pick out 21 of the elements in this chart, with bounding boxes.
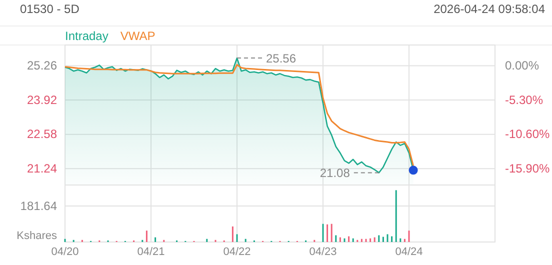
y2-tick-label: -10.60% [505, 127, 550, 142]
chart-subtitle: 2026-04-24 09:58:04 [434, 2, 546, 16]
x-tick-label: 04/20 [51, 246, 79, 258]
y-tick-label: 25.26 [26, 58, 58, 73]
x-tick-label: 04/21 [137, 246, 165, 258]
x-tick-label: 04/22 [223, 246, 251, 258]
chart-title: 01530 - 5D [20, 2, 80, 16]
x-tick-label: 04/24 [395, 246, 423, 258]
y-tick-label: 23.92 [26, 92, 58, 107]
x-tick-label: 04/23 [309, 246, 337, 258]
text: VWAP [120, 29, 156, 43]
series-label: Intraday [65, 29, 108, 43]
text: 181.64 [20, 199, 58, 214]
y2-tick-label: 0.00% [505, 58, 540, 73]
y-tick-label: 22.58 [26, 127, 58, 142]
annotation: 21.08 [320, 166, 350, 180]
y-tick-label: 21.24 [26, 161, 58, 176]
y2-tick-label: -15.90% [505, 161, 550, 176]
y-axis-title: Kshares [16, 230, 58, 242]
y2-tick-label: -5.30% [505, 92, 544, 107]
annotation: 25.56 [266, 51, 296, 66]
